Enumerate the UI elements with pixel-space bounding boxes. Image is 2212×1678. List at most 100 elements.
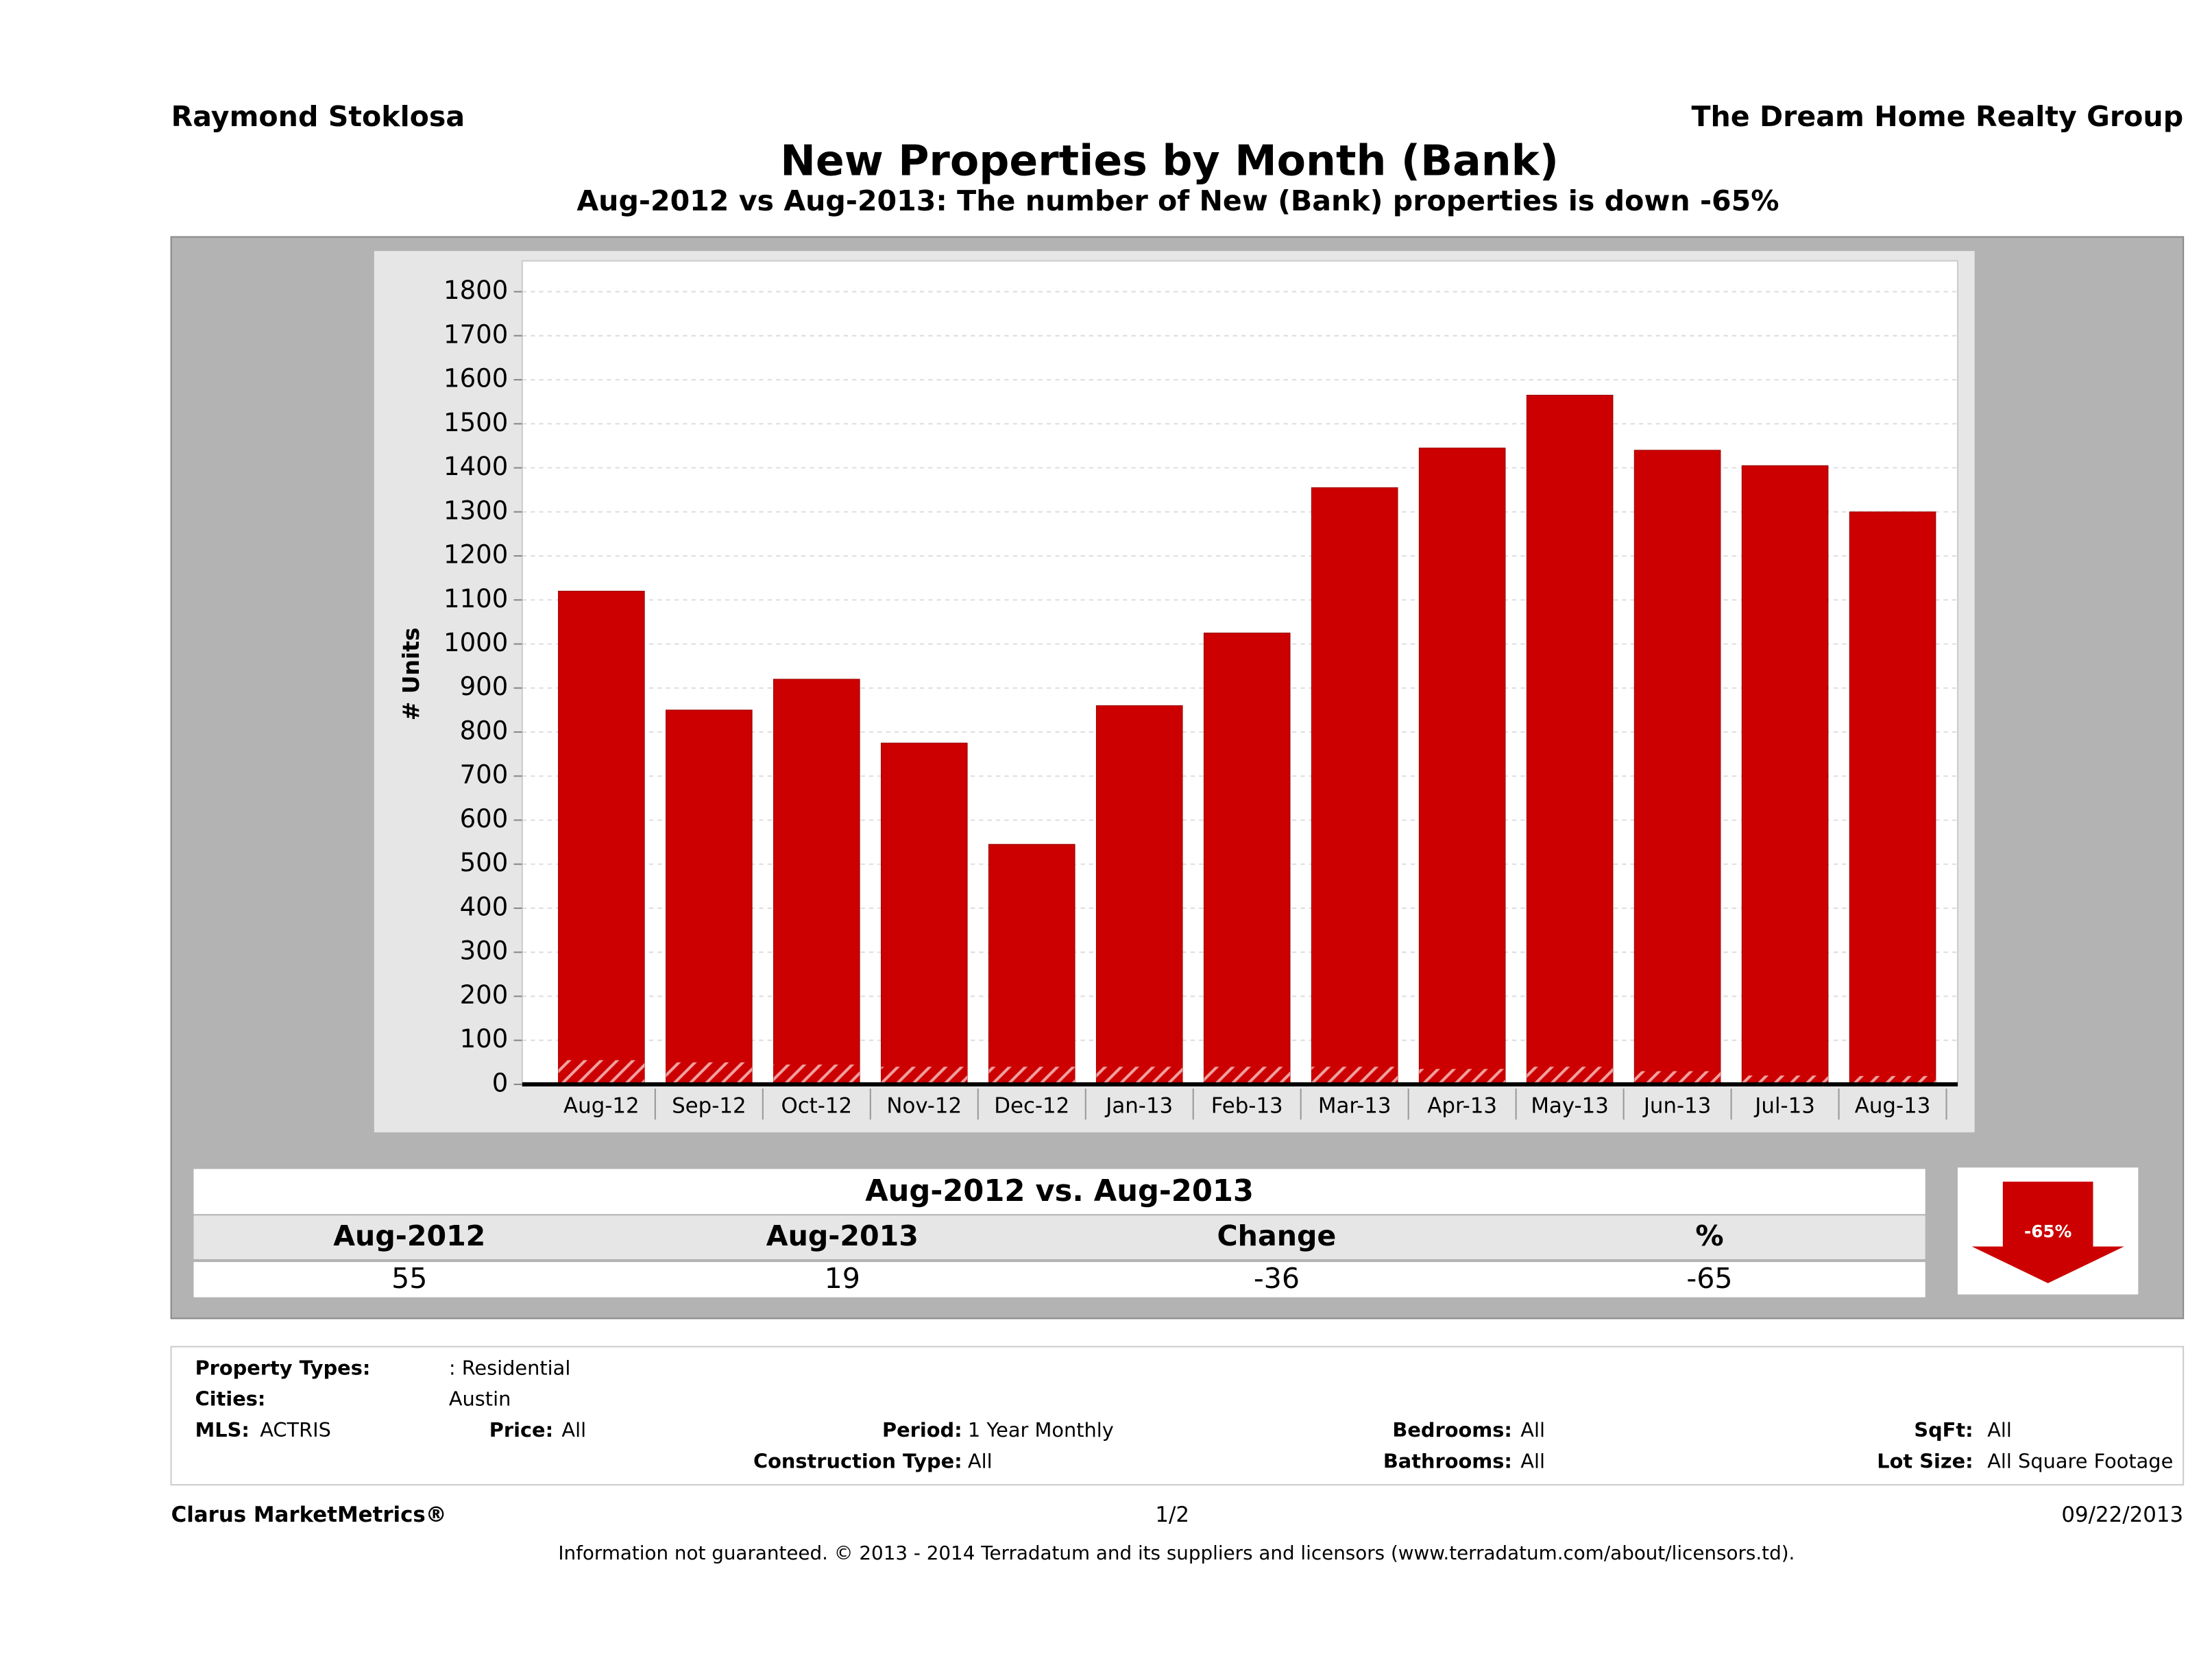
bar <box>988 1067 1075 1084</box>
date: 09/22/2013 <box>2061 1503 2183 1527</box>
x-tick-label: Jul-13 <box>1753 1093 1815 1118</box>
bar <box>558 590 645 1085</box>
filter-label: Price: <box>489 1418 553 1442</box>
bar <box>1419 1069 1505 1084</box>
bar <box>880 742 968 1085</box>
bar <box>666 1062 753 1084</box>
filter-value: ACTRIS <box>260 1418 331 1442</box>
bar <box>1096 1067 1183 1084</box>
summary-title-row <box>193 1169 1925 1215</box>
bar <box>1311 487 1398 1085</box>
bar <box>666 709 753 1085</box>
bar <box>1634 1071 1721 1084</box>
bar <box>1741 465 1829 1085</box>
filter-label: Period: <box>882 1418 962 1442</box>
summary-value: -65 <box>1686 1262 1732 1295</box>
summary-value: 19 <box>825 1262 860 1295</box>
y-tick-label: 600 <box>460 804 509 834</box>
y-tick-label: 1300 <box>443 496 508 525</box>
bar <box>988 844 1075 1085</box>
x-tick-label: Jun-13 <box>1642 1093 1712 1118</box>
y-tick-label: 1000 <box>443 628 508 657</box>
y-tick-label: 300 <box>460 936 509 966</box>
y-tick-label: 0 <box>492 1068 509 1097</box>
y-tick-label: 500 <box>460 848 509 877</box>
x-tick-label: Mar-13 <box>1318 1093 1391 1118</box>
bar <box>558 1060 645 1084</box>
summary-header: Change <box>1217 1219 1337 1252</box>
filter-value: Austin <box>449 1387 511 1411</box>
x-tick-label: Nov-12 <box>886 1093 962 1118</box>
filter-label: Cities: <box>195 1387 266 1411</box>
badge-label: -65% <box>2024 1221 2071 1241</box>
y-axis-label: # Units <box>398 627 424 720</box>
filter-value: : Residential <box>449 1356 570 1379</box>
summary-title: Aug-2012 vs. Aug-2013 <box>865 1174 1254 1208</box>
bar <box>1742 1075 1828 1084</box>
x-tick-label: May-13 <box>1531 1093 1609 1118</box>
summary-value-row <box>193 1262 1925 1298</box>
filter-label: Lot Size: <box>1877 1449 1973 1472</box>
bar <box>773 679 860 1085</box>
filters-box <box>170 1346 2185 1486</box>
x-tick-label: Jan-13 <box>1104 1093 1173 1118</box>
bar <box>1527 1067 1613 1084</box>
bar <box>1633 450 1721 1085</box>
bar <box>1095 705 1183 1085</box>
summary-header: Aug-2012 <box>333 1219 485 1252</box>
filter-label: Bedrooms: <box>1392 1418 1512 1442</box>
summary-header: Aug-2013 <box>766 1219 919 1252</box>
x-tick-label: Aug-13 <box>1855 1093 1931 1118</box>
x-tick-label: Feb-13 <box>1211 1093 1283 1118</box>
summary-value: -36 <box>1254 1262 1300 1295</box>
brand: Clarus MarketMetrics® <box>171 1503 447 1527</box>
y-tick-label: 700 <box>460 760 509 790</box>
y-tick-label: 1800 <box>443 276 508 305</box>
bar <box>773 1065 860 1084</box>
bar <box>1418 448 1506 1085</box>
y-tick-label: 1600 <box>443 364 508 393</box>
filter-value: All Square Footage <box>1987 1449 2173 1472</box>
bar <box>1311 1067 1398 1084</box>
y-tick-label: 800 <box>460 716 509 745</box>
filter-value: All <box>968 1449 993 1472</box>
y-tick-label: 400 <box>460 892 509 921</box>
page-number: 1/2 <box>1155 1503 1189 1527</box>
company: The Dream Home Realty Group <box>1691 100 2183 133</box>
filter-value: All <box>561 1418 586 1442</box>
y-tick-label: 900 <box>460 672 509 701</box>
summary-header: % <box>1695 1219 1723 1252</box>
disclaimer: Information not guaranteed. © 2013 - 201… <box>558 1542 1795 1564</box>
y-tick-label: 1200 <box>443 540 508 570</box>
bar <box>881 1067 968 1084</box>
filter-label: MLS: <box>195 1418 250 1442</box>
filter-label: Construction Type: <box>753 1449 962 1472</box>
filter-value: All <box>1520 1449 1545 1472</box>
x-tick-label: Dec-12 <box>994 1093 1069 1118</box>
y-tick-label: 1400 <box>443 452 508 481</box>
x-tick-label: Aug-12 <box>563 1093 640 1118</box>
agent: Raymond Stoklosa <box>171 100 465 133</box>
chart-title: New Properties by Month (Bank) <box>780 136 1559 186</box>
chart-subtitle: Aug-2012 vs Aug-2013: The number of New … <box>576 184 1779 217</box>
y-tick-label: 1700 <box>443 319 508 349</box>
summary-header-row <box>193 1215 1925 1260</box>
filter-label: SqFt: <box>1914 1418 1973 1442</box>
filter-value: All <box>1987 1418 2012 1442</box>
filter-value: All <box>1520 1418 1545 1442</box>
filter-label: Property Types: <box>195 1356 371 1379</box>
down-arrow <box>1971 1181 2124 1283</box>
summary-value: 55 <box>391 1262 427 1295</box>
bar <box>1204 1067 1291 1084</box>
y-tick-label: 100 <box>460 1024 509 1054</box>
y-tick-label: 200 <box>460 980 509 1010</box>
y-tick-label: 1500 <box>443 408 508 437</box>
filter-value: 1 Year Monthly <box>968 1418 1114 1442</box>
bar <box>1526 395 1614 1085</box>
filter-label: Bathrooms: <box>1383 1449 1512 1472</box>
x-tick-label: Oct-12 <box>781 1093 852 1118</box>
y-tick-label: 1100 <box>443 584 508 613</box>
bar <box>1849 511 1936 1085</box>
x-tick-label: Apr-13 <box>1427 1093 1497 1118</box>
